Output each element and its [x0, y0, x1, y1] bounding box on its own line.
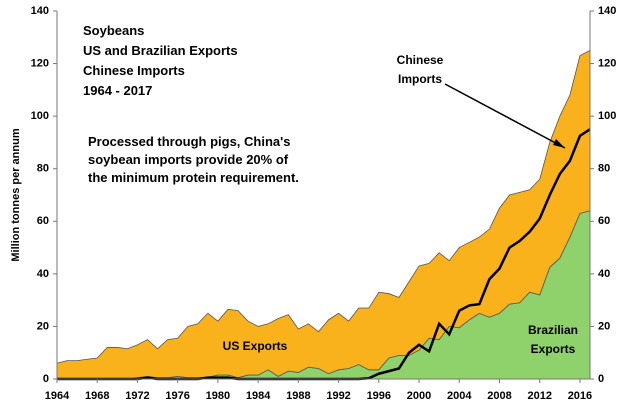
note-line: the minimum protein requirement.: [88, 170, 299, 185]
y-tick-label: 20: [37, 320, 49, 332]
y-tick-label: 80: [37, 163, 49, 175]
subtitle: Chinese Imports: [83, 63, 185, 78]
y-axis-label: Million tonnes per annum: [10, 128, 22, 261]
x-tick-label: 1972: [125, 390, 149, 402]
x-tick-label: 1968: [85, 390, 109, 402]
arrow-head: [553, 139, 565, 148]
y-tick-label: 120: [31, 57, 49, 69]
y-tick-label: 140: [31, 5, 49, 17]
title-block: Soybeans US and Brazilian Exports Chinese…: [83, 21, 238, 101]
x-tick-label: 2004: [447, 390, 472, 402]
subtitle: US and Brazilian Exports: [83, 43, 238, 58]
subtitle: 1964 - 2017: [83, 83, 153, 98]
x-tick-label: 2000: [407, 390, 431, 402]
x-tick-label: 2016: [568, 390, 592, 402]
annotation-arrow: [444, 83, 566, 149]
series-label: Chinese Imports: [396, 53, 444, 86]
subtitle-block: US and Brazilian Exports Chinese Imports 1…: [83, 41, 238, 101]
y2-tick-label: 60: [598, 215, 610, 227]
x-tick-label: 2008: [487, 390, 511, 402]
chart-title: Soybeans: [83, 23, 145, 38]
y2-tick-label: 40: [598, 268, 610, 280]
x-tick-label: 1980: [206, 390, 230, 402]
x-tick-label: 1992: [326, 390, 350, 402]
x-tick-label: 1988: [286, 390, 310, 402]
series-label: US Exports: [222, 339, 288, 353]
y2-tick-label: 80: [598, 163, 610, 175]
y2-tick-label: 0: [598, 373, 604, 385]
y2-tick-label: 120: [598, 57, 616, 69]
x-tick-label: 1964: [45, 390, 70, 402]
y-tick-label: 40: [37, 268, 49, 280]
note-line: Processed through pigs, China's: [88, 134, 291, 149]
x-tick-label: 1996: [367, 390, 391, 402]
x-tick-label: 1984: [246, 390, 271, 402]
y2-tick-label: 100: [598, 110, 616, 122]
note-block: Processed through pigs, China's soybean i…: [88, 133, 299, 187]
y-tick-label: 60: [37, 215, 49, 227]
y2-tick-label: 140: [598, 5, 616, 17]
y2-tick-label: 20: [598, 320, 610, 332]
y-tick-label: 100: [31, 110, 49, 122]
note-line: soybean imports provide 20% of: [88, 152, 289, 167]
x-tick-label: 1976: [165, 390, 189, 402]
y-tick-label: 0: [43, 373, 49, 385]
x-tick-label: 2012: [527, 390, 551, 402]
series-label: Brazilian Exports: [527, 323, 578, 356]
